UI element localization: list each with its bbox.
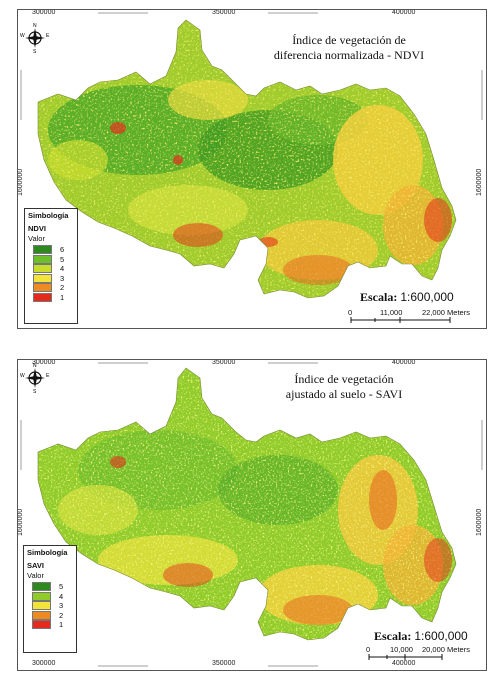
svg-text:N: N [33,363,37,369]
coord-left: 1600000 [17,508,24,536]
legend-swatch [32,620,51,630]
scale-bar [368,654,443,660]
svg-text:S: S [33,49,37,53]
map-title-savi: Índice de vegetación ajustado al suelo -… [264,372,424,402]
legend-class-3: 3 [25,273,77,284]
legend-class-label: 2 [60,283,65,293]
legend-swatch [33,283,52,293]
svg-text:E: E [46,373,50,379]
grid-tick [268,12,318,14]
legend-class-label: 4 [59,591,64,601]
north-arrow-icon: N S E W [20,23,50,53]
legend-swatch [32,610,51,620]
legend-class-label: 3 [60,273,65,283]
legend-swatch [33,292,52,302]
legend-field: Valor [27,571,44,580]
map-title-ndvi: Índice de vegetación de diferencia norma… [256,33,442,63]
coord-right: 1600000 [476,508,483,536]
legend-swatch [33,273,52,283]
legend-layer: NDVI [28,224,46,233]
grid-tick [98,362,148,364]
scale-text: Escala: 1:600,000 [374,629,468,644]
scale-tick-1: 10,000 [390,645,413,654]
coord-top-1: 300000 [32,359,56,366]
legend-layer: SAVI [27,561,44,570]
grid-tick [20,420,22,470]
svg-text:W: W [20,33,25,39]
legend-swatch [32,582,51,592]
legend-swatch [33,254,52,264]
legend-class-label: 6 [60,245,65,255]
legend-class-label: 5 [59,582,64,592]
legend-class-1: 1 [25,292,77,303]
coord-right: 1600000 [476,168,483,196]
coord-bottom-2: 350000 [212,660,236,667]
legend-class-5: 5 [25,254,77,265]
grid-tick [268,362,318,364]
legend-class-label: 5 [60,254,65,264]
svg-text:S: S [33,389,37,393]
scale-tick-2: 22,000 Meters [422,308,470,317]
legend-class-3: 3 [24,601,76,611]
coord-top-3: 400000 [392,359,416,366]
legend-class-label: 1 [60,292,65,302]
legend-class-6: 6 [25,245,77,255]
coord-left: 1600000 [17,168,24,196]
coord-top-1: 300000 [32,9,56,16]
legend-swatch [32,591,51,601]
legend-class-4: 4 [24,591,76,602]
legend-class-4: 4 [25,264,77,274]
scale-tick-1: 11,000 [380,308,403,317]
title-line-2: diferencia normalizada - NDVI [273,48,425,62]
legend-swatch [33,264,52,274]
scale-value: 1:600,000 [414,629,468,643]
legend-swatch [33,245,52,255]
legend-swatch [32,601,51,611]
coord-bottom-1: 300000 [32,660,56,667]
grid-tick [481,420,483,470]
legend-class-label: 4 [60,264,65,274]
map-frame-savi: 300000 350000 400000 300000 350000 40000… [17,359,487,671]
grid-tick [268,665,318,667]
svg-text:E: E [46,33,50,39]
scale-tick-0: 0 [348,308,353,317]
legend-class-label: 3 [59,601,64,611]
grid-tick [98,665,148,667]
savi-raster [38,368,456,640]
scale-value: 1:600,000 [400,290,454,304]
scale-tick-2: 20,000 Meters [422,645,470,654]
title-line-1: Índice de vegetación [294,372,394,386]
scale-text: Escala: 1:600,000 [360,290,454,305]
title-line-1: Índice de vegetación de [292,33,406,47]
legend-class-2: 2 [25,283,77,293]
grid-tick [98,12,148,14]
scale-label: Escala: [360,290,398,304]
legend-class-5: 5 [24,582,76,592]
legend-class-label: 2 [59,610,64,620]
coord-bottom-3: 400000 [392,660,416,667]
legend-class-2: 2 [24,610,76,621]
legend-field: Valor [28,234,45,243]
legend-class-1: 1 [24,620,76,630]
svg-text:N: N [33,23,37,29]
coord-top-3: 400000 [392,9,416,16]
coord-top-2: 350000 [212,9,236,16]
north-arrow-icon: N S E W [20,363,50,393]
ndvi-map-canvas [37,19,457,299]
svg-text:W: W [20,373,25,379]
grid-tick [20,70,22,120]
coord-top-2: 350000 [212,359,236,366]
scale-label: Escala: [374,629,412,643]
map-frame-ndvi: 300000 350000 400000 1600000 1600000 N S… [17,9,487,329]
title-line-2: ajustado al suelo - SAVI [285,387,403,401]
savi-map-canvas [37,367,457,641]
grid-tick [481,70,483,120]
scale-tick-0: 0 [366,645,371,654]
legend-title: Simbología [28,211,69,220]
scale-bar [350,317,451,323]
legend-title: Simbología [27,548,68,557]
legend-class-label: 1 [59,620,64,630]
